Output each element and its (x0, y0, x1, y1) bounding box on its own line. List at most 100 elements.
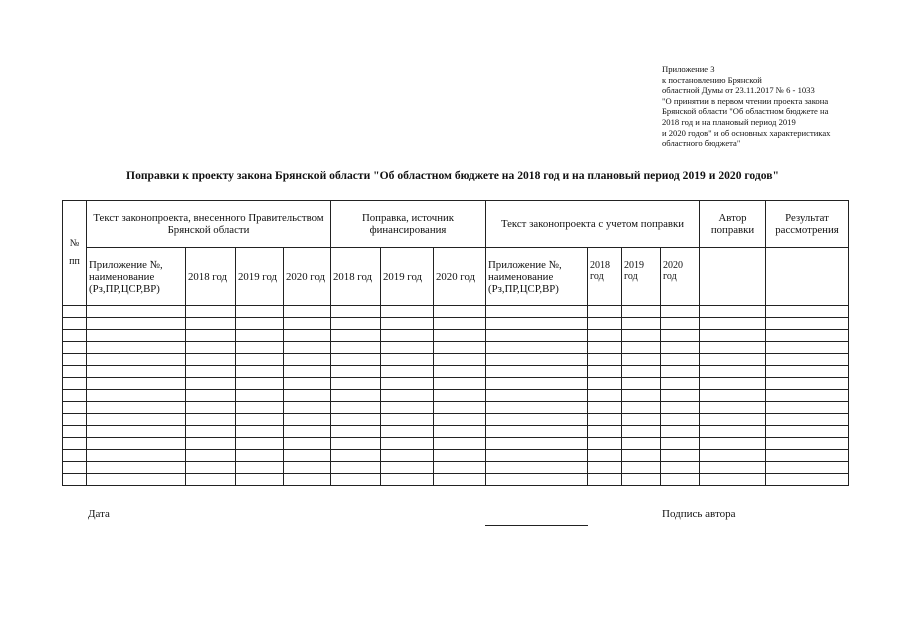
table-cell (185, 449, 236, 462)
table-cell (660, 437, 700, 450)
table-cell (283, 401, 331, 414)
table-cell (765, 329, 849, 342)
table-cell (433, 437, 486, 450)
table-cell (86, 437, 186, 450)
table-cell (621, 317, 661, 330)
number-abbr: пп (69, 256, 80, 267)
table-cell (765, 305, 849, 318)
table-cell (283, 329, 331, 342)
table-cell (587, 461, 622, 474)
table-cell (380, 413, 434, 426)
table-row (62, 413, 849, 426)
table-cell (485, 389, 588, 402)
table-cell (185, 329, 236, 342)
table-cell (380, 401, 434, 414)
table-cell (380, 317, 434, 330)
table-cell (62, 413, 87, 426)
table-cell (283, 353, 331, 366)
table-cell (185, 389, 236, 402)
table-cell (330, 437, 381, 450)
table-cell (235, 461, 284, 474)
table-cell (283, 461, 331, 474)
table-row (62, 329, 849, 342)
table-cell (380, 461, 434, 474)
table-cell (433, 473, 486, 486)
date-label: Дата (88, 508, 110, 520)
header-2018: 2018 год (185, 247, 236, 306)
table-cell (660, 389, 700, 402)
table-cell (433, 365, 486, 378)
header-result-empty (765, 247, 849, 306)
table-cell (283, 341, 331, 354)
table-cell (86, 317, 186, 330)
signature-label: Подпись автора (662, 508, 736, 520)
table-cell (485, 473, 588, 486)
header-government-text: Текст законопроекта, внесенного Правител… (86, 200, 331, 248)
table-cell (765, 473, 849, 486)
table-cell (699, 329, 766, 342)
table-cell (235, 425, 284, 438)
table-cell (699, 437, 766, 450)
table-cell (765, 365, 849, 378)
table-cell (185, 401, 236, 414)
table-cell (621, 305, 661, 318)
table-cell (433, 317, 486, 330)
header-author: Автор поправки (699, 200, 766, 248)
table-cell (283, 449, 331, 462)
table-cell (283, 317, 331, 330)
table-cell (621, 389, 661, 402)
table-cell (433, 413, 486, 426)
table-cell (330, 461, 381, 474)
table-cell (86, 377, 186, 390)
table-cell (587, 377, 622, 390)
table-cell (62, 437, 87, 450)
table-cell (587, 449, 622, 462)
table-cell (235, 449, 284, 462)
table-cell (485, 449, 588, 462)
note-line: к постановлению Брянской (662, 74, 762, 85)
table-cell (699, 341, 766, 354)
table-cell (185, 473, 236, 486)
table-cell (433, 401, 486, 414)
table-cell (185, 353, 236, 366)
table-cell (62, 473, 87, 486)
table-cell (587, 305, 622, 318)
table-cell (380, 365, 434, 378)
table-cell (765, 401, 849, 414)
header-2018: 2018 год (587, 247, 622, 306)
table-cell (330, 317, 381, 330)
table-cell (765, 317, 849, 330)
table-cell (380, 437, 434, 450)
note-line: и 2020 годов" и об основных характеристи… (662, 127, 831, 138)
table-cell (485, 413, 588, 426)
note-line: Брянской области "Об областном бюджете н… (662, 106, 829, 117)
table-cell (62, 317, 87, 330)
table-cell (330, 401, 381, 414)
header-2019: 2019 год (621, 247, 661, 306)
table-row (62, 449, 849, 462)
table-cell (433, 353, 486, 366)
table-cell (699, 401, 766, 414)
table-cell (330, 473, 381, 486)
table-cell (86, 473, 186, 486)
table-cell (699, 389, 766, 402)
table-cell (699, 317, 766, 330)
table-cell (587, 353, 622, 366)
table-cell (86, 365, 186, 378)
table-cell (330, 353, 381, 366)
table-cell (185, 461, 236, 474)
table-cell (235, 329, 284, 342)
table-cell (433, 305, 486, 318)
table-cell (86, 389, 186, 402)
table-cell (660, 413, 700, 426)
header-author-empty (699, 247, 766, 306)
table-cell (765, 413, 849, 426)
table-cell (86, 329, 186, 342)
table-cell (62, 365, 87, 378)
number-sign: № (69, 238, 80, 249)
table-cell (485, 329, 588, 342)
header-appendix: Приложение №, наименование (Рз,ПР,ЦСР,ВР… (485, 247, 588, 306)
header-2018: 2018 год (330, 247, 381, 306)
table-cell (765, 449, 849, 462)
